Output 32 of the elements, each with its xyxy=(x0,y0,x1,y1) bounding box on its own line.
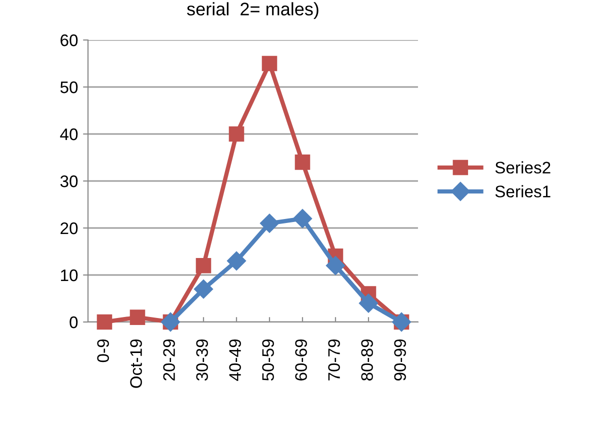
x-tick-label: 70-79 xyxy=(328,339,340,380)
point xyxy=(292,209,312,228)
legend-label: Series1 xyxy=(495,185,550,198)
x-tick-label: 30-39 xyxy=(196,339,208,381)
x-tick-label: 90-99 xyxy=(394,339,406,381)
point xyxy=(262,56,278,72)
x-tick-label: 20-29 xyxy=(163,339,175,380)
y-tick-label: 0 xyxy=(70,316,78,328)
point xyxy=(226,251,246,270)
point xyxy=(130,310,146,325)
point xyxy=(196,258,212,274)
x-tick-label: Oct-19 xyxy=(130,339,142,388)
x-tick-label: 80-89 xyxy=(361,339,373,381)
chart-title: serial 2= males) xyxy=(187,2,318,20)
point xyxy=(294,154,310,170)
point xyxy=(326,256,346,276)
x-tick-label: 40-49 xyxy=(229,339,241,381)
point xyxy=(96,314,112,330)
point xyxy=(228,126,244,142)
x-tick-label: 50-59 xyxy=(262,339,274,381)
legend-label: Series2 xyxy=(495,161,550,174)
y-tick-label: 50 xyxy=(60,81,78,94)
y-tick-label: 20 xyxy=(60,222,78,234)
x-tick-label: 0-9 xyxy=(97,339,109,362)
point xyxy=(194,280,214,299)
y-tick-label: 40 xyxy=(60,128,78,140)
point xyxy=(260,214,280,233)
y-tick-label: 60 xyxy=(60,34,78,46)
point xyxy=(358,294,378,313)
y-tick-label: 30 xyxy=(60,175,78,188)
y-tick-label: 10 xyxy=(61,269,78,282)
x-tick-label: 60-69 xyxy=(295,339,307,380)
